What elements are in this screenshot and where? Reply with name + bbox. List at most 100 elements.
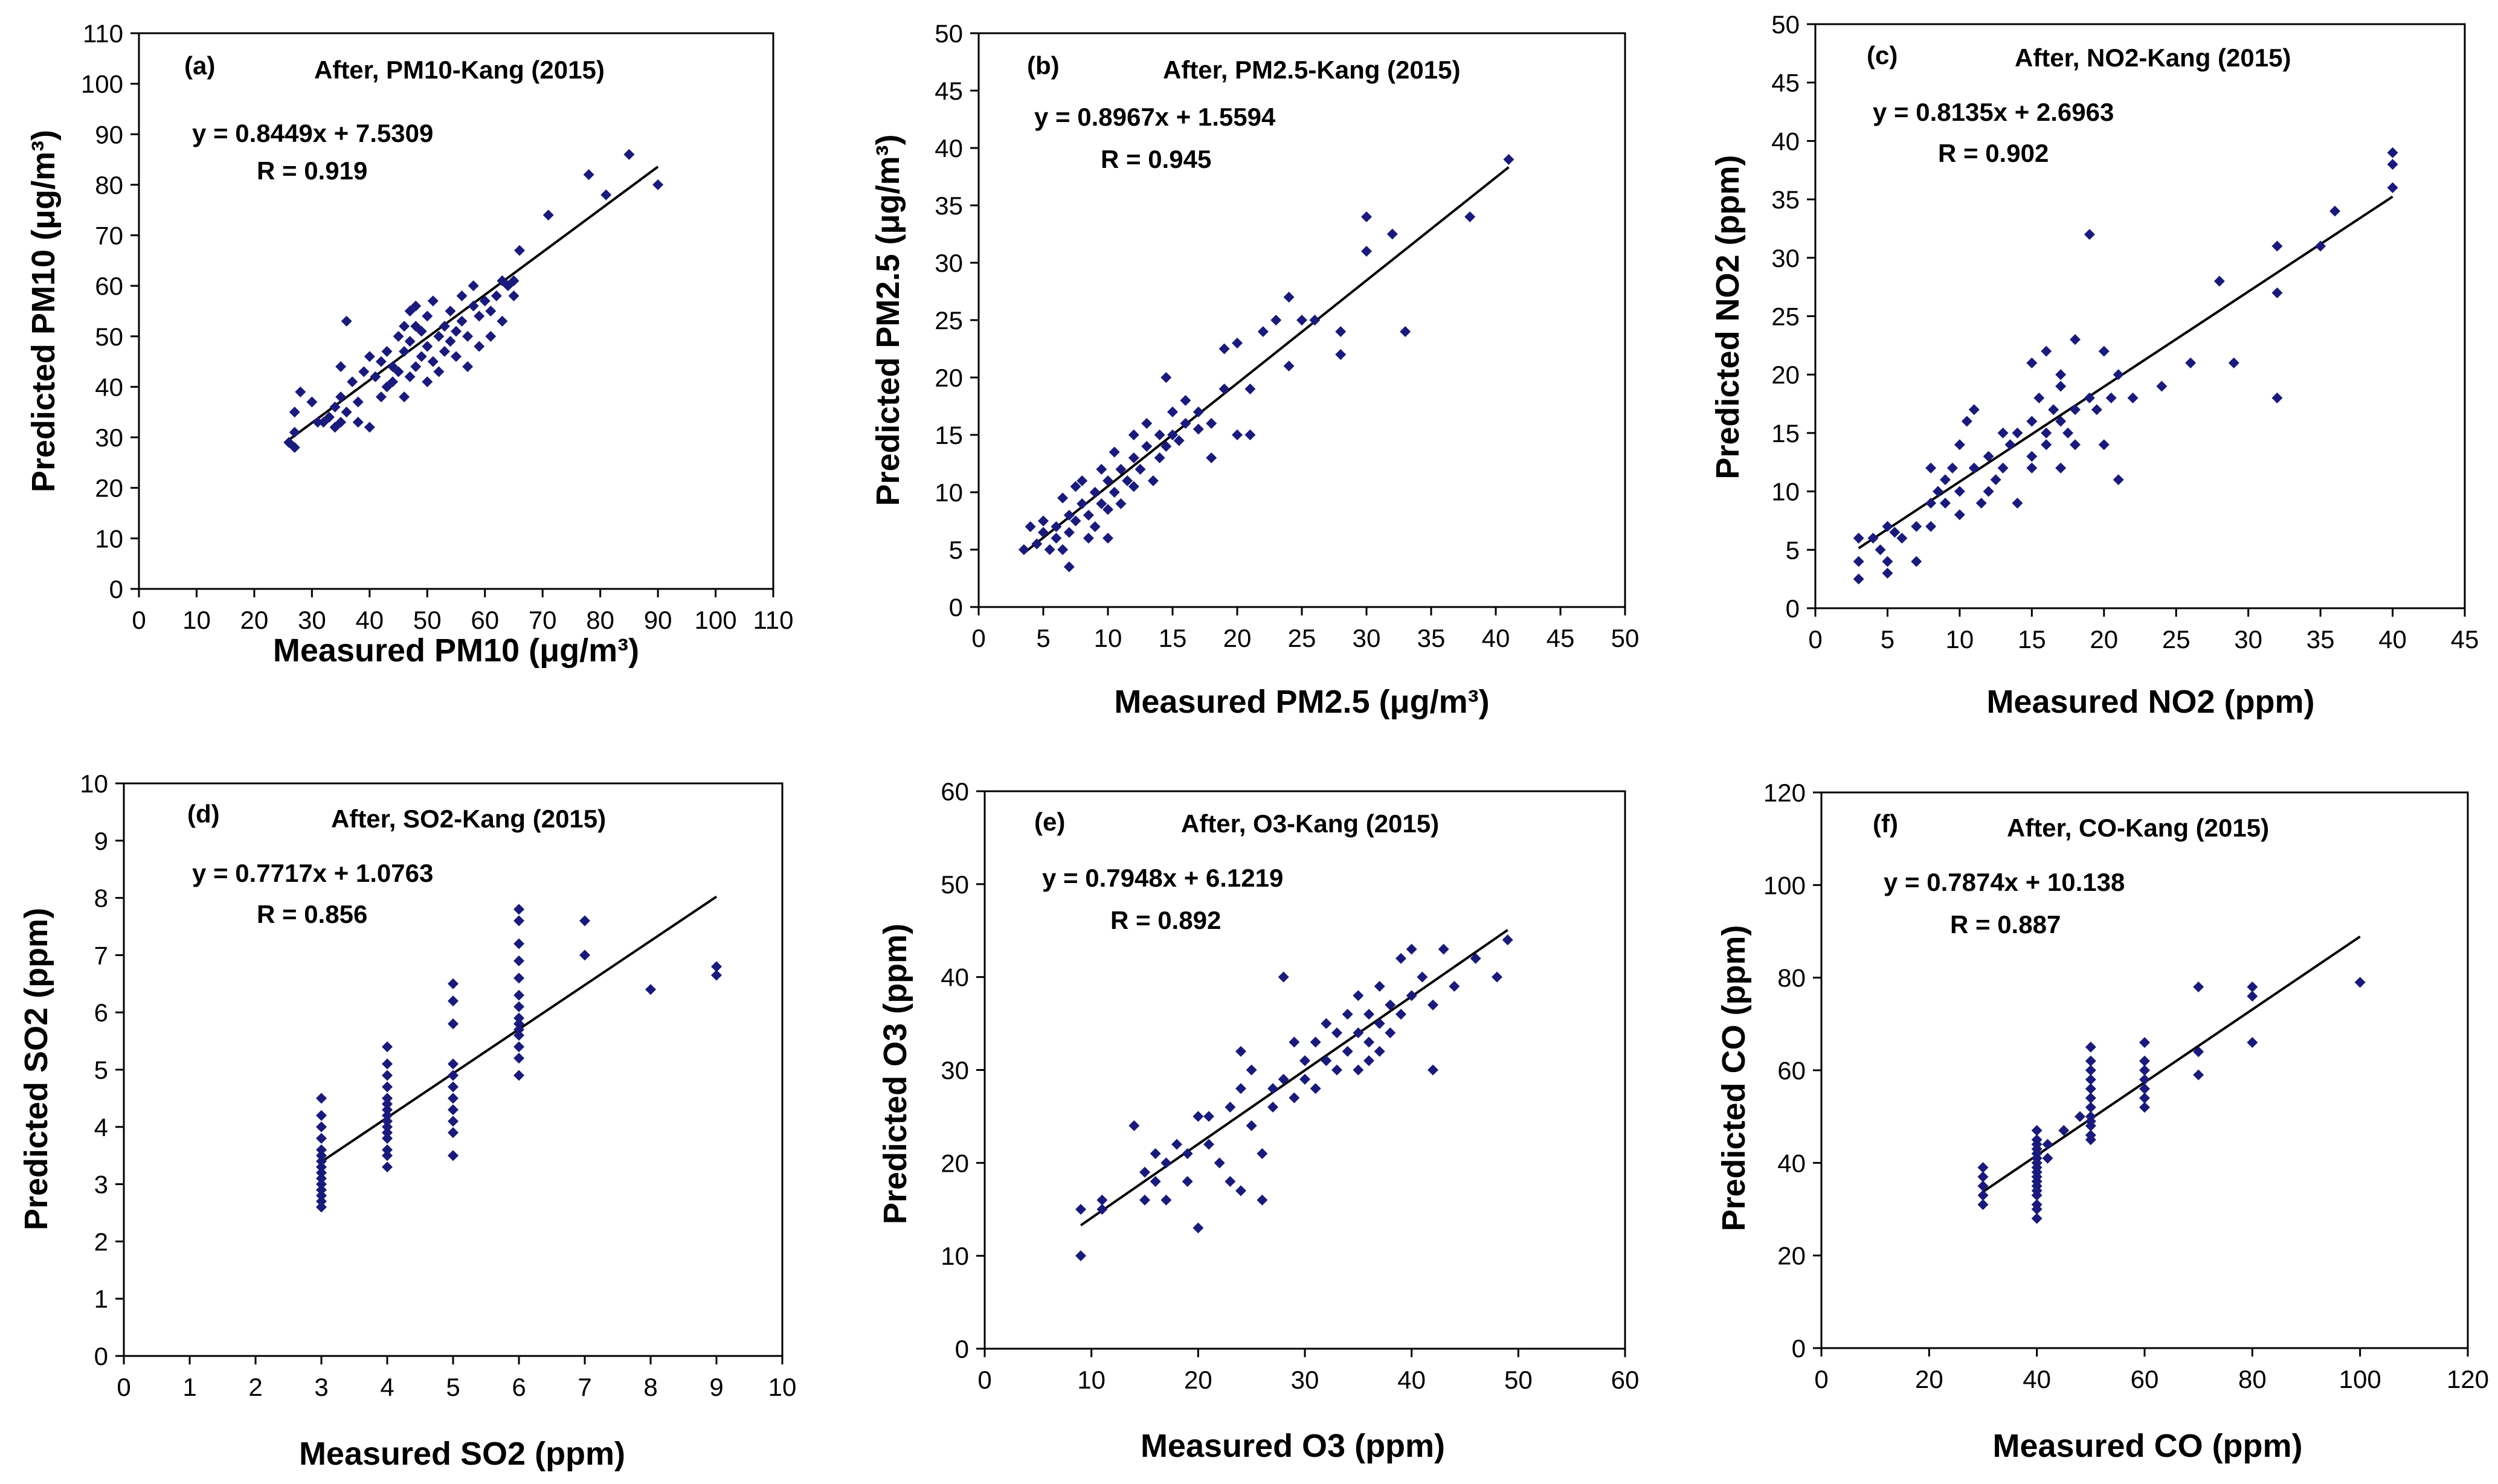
data-point (1180, 418, 1191, 429)
data-point (439, 345, 450, 357)
data-point (1983, 451, 1994, 462)
data-point (1075, 1204, 1086, 1215)
data-point (514, 245, 525, 256)
data-point (2041, 345, 2052, 357)
panel-label: (a) (184, 51, 215, 80)
data-point (1193, 1222, 1204, 1234)
data-point (513, 1018, 524, 1030)
data-point (1070, 481, 1081, 492)
panel-e: (e) After, O3-Kang (2015) y = 0.7948x + … (877, 777, 1639, 1464)
x-tick-label: 20 (1223, 624, 1252, 652)
data-point (448, 1081, 459, 1093)
data-point (1853, 532, 1864, 544)
x-tick-label: 20 (240, 606, 269, 634)
data-point (1018, 544, 1029, 555)
data-point (1417, 971, 1428, 983)
data-point (1128, 1120, 1140, 1131)
data-point (1057, 492, 1069, 504)
data-point (1025, 521, 1036, 532)
data-point (316, 1184, 327, 1196)
x-tick-label: 10 (1946, 625, 1974, 654)
x-tick-label: 10 (768, 1373, 797, 1401)
data-point (316, 1144, 327, 1155)
data-point (513, 915, 524, 927)
data-point (579, 949, 590, 961)
data-point (316, 1196, 327, 1207)
data-point (448, 1093, 459, 1104)
data-point (448, 1070, 459, 1081)
data-point (456, 290, 468, 301)
x-tick-label: 90 (644, 606, 672, 634)
data-point (2247, 1037, 2258, 1048)
data-point (382, 1144, 393, 1155)
x-tick-label: 40 (1397, 1366, 1426, 1394)
data-point (448, 978, 459, 989)
data-point (448, 1150, 459, 1161)
data-point (485, 330, 497, 342)
data-point (451, 351, 462, 362)
panel-title: After, PM10-Kang (2015) (314, 56, 605, 84)
data-point (1167, 429, 1178, 440)
data-point (2139, 1083, 2150, 1094)
x-tick-label: 50 (1504, 1366, 1533, 1394)
panel-c: (c) After, NO2-Kang (2015) y = 0.8135x +… (1710, 10, 2479, 720)
panel-title: After, SO2-Kang (2015) (331, 805, 606, 833)
data-point (1954, 486, 1965, 497)
y-tick-label: 90 (95, 120, 123, 149)
y-tick-label: 30 (1771, 244, 1800, 272)
x-tick-label: 25 (2162, 625, 2191, 654)
data-point (1321, 1055, 1332, 1067)
data-point (1968, 404, 1980, 416)
data-point (1244, 384, 1256, 394)
data-point (316, 1201, 327, 1213)
data-point (382, 1081, 393, 1093)
y-tick-label: 80 (1777, 964, 1806, 992)
data-point (2048, 404, 2059, 416)
data-point (2070, 404, 2081, 416)
x-tick-label: 0 (117, 1373, 130, 1401)
data-point (422, 376, 433, 388)
data-point (1267, 1083, 1278, 1094)
data-point (2055, 381, 2067, 392)
data-point (335, 391, 347, 403)
data-point (1363, 1036, 1374, 1048)
data-point (382, 1093, 393, 1104)
data-point (2247, 991, 2258, 1002)
data-point (1946, 462, 1958, 474)
x-tick-label: 50 (1611, 624, 1640, 652)
data-point (341, 406, 352, 418)
data-point (1038, 527, 1049, 538)
y-tick-label: 15 (935, 421, 963, 449)
x-tick-label: 60 (1611, 1366, 1640, 1394)
correlation-r: R = 0.902 (1938, 139, 2049, 167)
data-point (2055, 369, 2067, 381)
data-point (439, 321, 450, 332)
regression-equation: y = 0.7717x + 1.0763 (192, 859, 433, 887)
data-point (1990, 474, 2001, 486)
data-point (1867, 532, 1879, 544)
x-tick-label: 8 (643, 1373, 657, 1401)
y-tick-label: 50 (941, 870, 969, 899)
data-point (399, 345, 410, 357)
data-point (2031, 1190, 2043, 1201)
panel-label: (e) (1034, 808, 1065, 836)
data-point (382, 1098, 393, 1110)
y-tick-label: 60 (95, 272, 123, 300)
data-point (2213, 275, 2225, 287)
data-point (1400, 326, 1411, 337)
x-axis-title: Measured PM10 (μg/m³) (273, 632, 639, 669)
data-point (2085, 1134, 2096, 1145)
data-point (2127, 392, 2139, 403)
y-tick-label: 30 (941, 1056, 969, 1085)
data-point (2105, 392, 2117, 403)
data-point (474, 341, 485, 352)
data-point (427, 356, 439, 367)
data-point (1335, 326, 1347, 337)
data-point (2026, 416, 2038, 427)
y-tick-label: 120 (1763, 779, 1806, 807)
x-tick-label: 15 (1159, 624, 1187, 652)
data-point (1933, 486, 1944, 497)
data-point (1353, 990, 1364, 1001)
panel-title: After, NO2-Kang (2015) (2015, 43, 2291, 72)
y-tick-label: 3 (94, 1171, 108, 1199)
